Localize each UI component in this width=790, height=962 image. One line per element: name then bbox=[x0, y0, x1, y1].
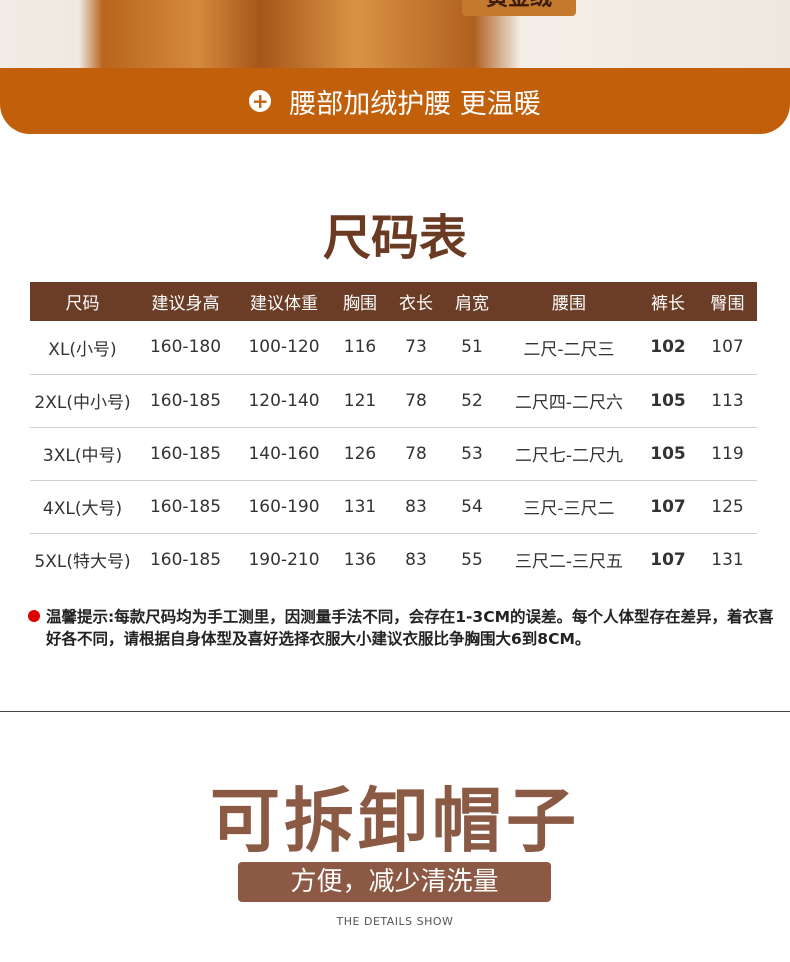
table-cell: 二尺七-二尺九 bbox=[500, 427, 638, 481]
table-cell: 三尺二-三尺五 bbox=[514, 552, 624, 573]
section-title: 可拆卸帽子 bbox=[210, 780, 580, 862]
table-cell: 102 bbox=[638, 321, 698, 375]
bullet-dot bbox=[28, 610, 40, 622]
table-cell: 52 bbox=[444, 374, 500, 428]
table-row: 2XL(中小号) 160-185 120-140 121 78 52 二尺四-二尺六 105 1… bbox=[30, 374, 757, 428]
table-cell: 113 bbox=[698, 374, 757, 428]
column-header: 建议体重 bbox=[236, 282, 332, 321]
table-cell: 100-120 bbox=[236, 321, 332, 375]
table-cell: 107 bbox=[638, 480, 698, 534]
divider bbox=[0, 711, 790, 712]
column-header: 尺码 bbox=[30, 282, 135, 321]
table-cell: 190-210 bbox=[248, 549, 320, 570]
table-cell: 160-185 bbox=[135, 480, 236, 534]
table-cell: 78 bbox=[388, 427, 444, 481]
table-row: XL(小号) 160-180 100-120 116 73 51 二尺-二尺三 102 107 bbox=[30, 321, 757, 375]
table-header: 尺码 建议身高 建议体重 胸围 衣长 肩宽 腰围 裤长 臀围 bbox=[30, 282, 757, 321]
column-header: 腰围 bbox=[500, 282, 638, 321]
table-cell: 160-180 bbox=[135, 321, 236, 375]
table-cell: 53 bbox=[444, 427, 500, 481]
table-cell: 5XL(特大号) bbox=[34, 552, 131, 573]
table-cell: 51 bbox=[444, 321, 500, 375]
table-cell: 二尺四-二尺六 bbox=[500, 374, 638, 428]
table-cell: 136 bbox=[343, 549, 377, 570]
table-cell: 三尺-三尺二 bbox=[500, 480, 638, 534]
table-row: 3XL(中号) 160-185 140-160 126 78 53 二尺七-二尺九 105 11… bbox=[30, 427, 757, 481]
table-cell: 78 bbox=[388, 374, 444, 428]
table-cell: 83 bbox=[405, 549, 427, 570]
table-cell: 54 bbox=[444, 480, 500, 534]
table-cell: 3XL(中号) bbox=[30, 427, 135, 481]
table-cell: 116 bbox=[332, 321, 388, 375]
size-table: 尺码 建议身高 建议体重 胸围 衣长 肩宽 腰围 裤长 臀围 XL(小号) 160-180 100-… bbox=[30, 282, 757, 586]
table-cell: 160-185 bbox=[149, 549, 222, 570]
table-cell: 121 bbox=[332, 374, 388, 428]
column-header: 胸围 bbox=[332, 282, 388, 321]
banner-text: 腰部加绒护腰 更温暖 bbox=[289, 88, 541, 120]
product-photo bbox=[0, 0, 790, 80]
table-cell: 160-185 bbox=[135, 427, 236, 481]
table-row: 4XL(大号) 160-185 160-190 131 83 54 三尺-三尺二 107 125 bbox=[30, 480, 757, 534]
table-cell: 73 bbox=[388, 321, 444, 375]
table-cell: 120-140 bbox=[236, 374, 332, 428]
table-cell: 126 bbox=[332, 427, 388, 481]
table-cell: 119 bbox=[698, 427, 757, 481]
table-cell: 83 bbox=[388, 480, 444, 534]
section-subtitle: 方便，减少清洗量 bbox=[238, 862, 551, 902]
table-cell: 160-185 bbox=[135, 374, 236, 428]
details-caption: THE DETAILS SHOW bbox=[336, 915, 454, 928]
table-cell: 107 bbox=[650, 549, 686, 570]
table-cell: 125 bbox=[698, 480, 757, 534]
table-cell: 131 bbox=[332, 480, 388, 534]
table-cell: 105 bbox=[638, 374, 698, 428]
table-cell: 160-190 bbox=[236, 480, 332, 534]
table-cell: 二尺-二尺三 bbox=[500, 321, 638, 375]
column-header: 建议身高 bbox=[135, 282, 236, 321]
material-badge: 黄金绒 bbox=[462, 0, 576, 16]
table-cell: 105 bbox=[638, 427, 698, 481]
table-cell: XL(小号) bbox=[30, 321, 135, 375]
column-header: 裤长 bbox=[638, 282, 698, 321]
table-cell: 107 bbox=[698, 321, 757, 375]
table-cell: 131 bbox=[711, 549, 744, 570]
size-note: 温馨提示:每款尺码均为手工测里，因测量手法不同，会存在1-3CM的误差。每个人体… bbox=[46, 608, 774, 648]
table-row: 5XL(特大号) 160-185 190-210 136 83 55 三尺二-三尺五 107 1… bbox=[30, 533, 757, 586]
column-header: 臀围 bbox=[698, 282, 757, 321]
plus-circle-icon: + bbox=[249, 90, 272, 112]
size-chart-title: 尺码表 bbox=[322, 210, 467, 266]
column-header: 衣长 bbox=[388, 282, 444, 321]
feature-banner: + 腰部加绒护腰 更温暖 bbox=[0, 68, 790, 134]
table-cell: 55 bbox=[461, 549, 483, 570]
table-cell: 4XL(大号) bbox=[30, 480, 135, 534]
table-cell: 140-160 bbox=[236, 427, 332, 481]
table-cell: 2XL(中小号) bbox=[30, 374, 135, 428]
column-header: 肩宽 bbox=[444, 282, 500, 321]
